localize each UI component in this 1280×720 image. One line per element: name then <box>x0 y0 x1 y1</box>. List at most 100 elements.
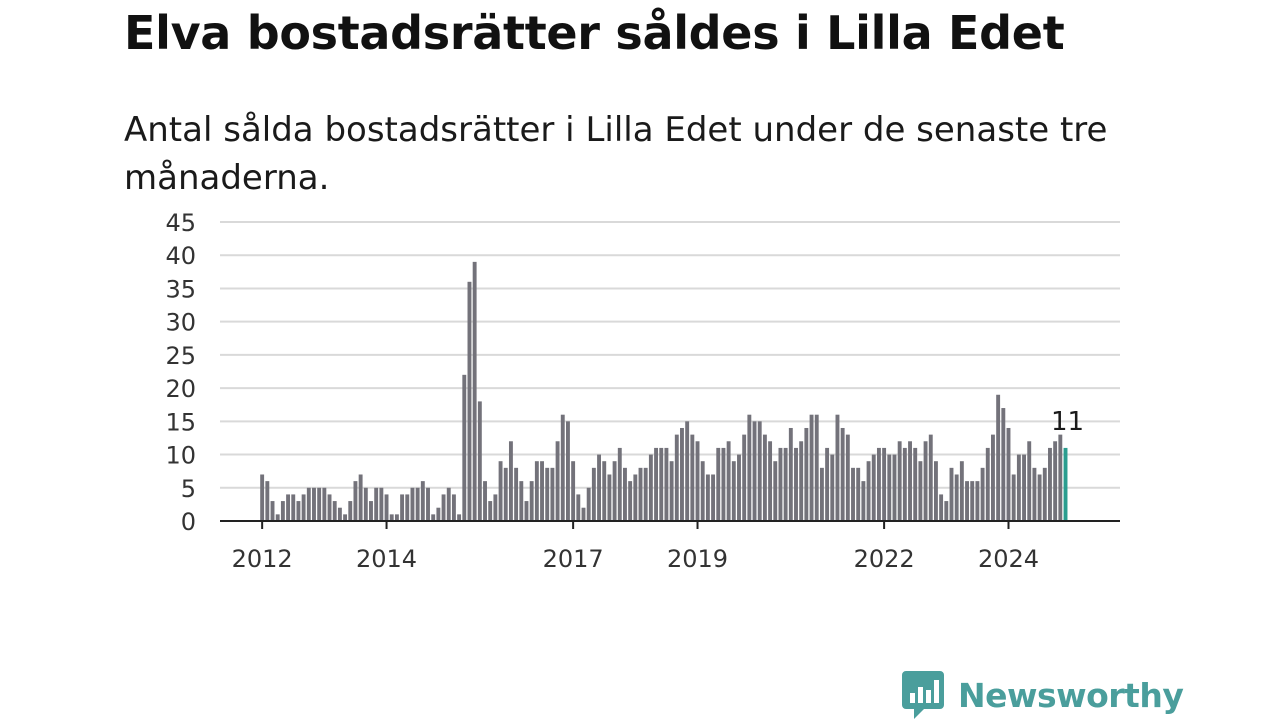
bar <box>902 447 907 521</box>
bar <box>737 454 741 521</box>
bar <box>814 414 819 521</box>
bar <box>809 414 814 521</box>
bar <box>1058 434 1063 521</box>
bar <box>363 487 368 521</box>
bar <box>591 467 596 521</box>
bar <box>923 441 928 521</box>
bar <box>394 514 399 521</box>
bar <box>488 501 493 521</box>
bar <box>571 461 576 521</box>
bar <box>348 501 353 521</box>
bar <box>840 427 845 521</box>
bar <box>835 414 840 521</box>
y-tick-label: 15 <box>165 408 196 436</box>
bar <box>270 501 275 521</box>
bar <box>830 454 835 521</box>
bar <box>664 447 669 521</box>
bar <box>1037 474 1042 521</box>
bar <box>939 494 944 521</box>
bar <box>576 494 581 521</box>
bar <box>384 494 389 521</box>
bar <box>851 467 855 521</box>
bar <box>804 427 809 521</box>
bar <box>861 481 866 521</box>
bar <box>353 481 358 521</box>
bar <box>711 474 716 521</box>
bar <box>586 487 591 521</box>
x-tick-label: 2014 <box>356 545 417 573</box>
x-tick-label: 2022 <box>854 545 915 573</box>
bar <box>991 434 995 521</box>
bar <box>871 454 876 521</box>
bar <box>876 447 881 521</box>
bar <box>773 461 778 521</box>
bar <box>446 487 451 521</box>
bar <box>695 441 700 521</box>
bar <box>933 461 938 521</box>
bar <box>747 414 752 521</box>
bar <box>524 501 529 521</box>
bar-latest <box>1063 447 1068 521</box>
chart-bars <box>260 261 1068 521</box>
y-tick-label: 25 <box>165 342 196 370</box>
bar <box>462 374 467 521</box>
bar <box>954 474 959 521</box>
bar <box>928 434 933 521</box>
bar <box>451 494 456 521</box>
bar <box>1048 447 1052 521</box>
bar <box>508 441 513 521</box>
bar <box>623 467 627 521</box>
bar <box>431 514 436 521</box>
bar <box>560 414 565 521</box>
bar <box>322 487 327 521</box>
bar <box>477 401 482 521</box>
bar <box>721 447 726 521</box>
y-tick-label: 40 <box>165 242 196 270</box>
bar <box>436 507 441 521</box>
bar <box>762 434 767 521</box>
bar <box>825 447 830 521</box>
y-tick-label: 20 <box>165 375 196 403</box>
bar <box>638 467 643 521</box>
y-tick-label: 35 <box>165 275 196 303</box>
bar <box>705 474 710 521</box>
bar <box>441 494 446 521</box>
bar <box>400 494 405 521</box>
bar <box>498 461 503 521</box>
bar <box>1001 408 1006 521</box>
bar <box>472 261 477 521</box>
bar <box>716 447 721 521</box>
y-tick-label: 5 <box>181 475 196 503</box>
bar <box>312 487 316 521</box>
bar <box>291 494 296 521</box>
bar <box>426 487 430 521</box>
bar <box>866 461 871 521</box>
y-axis-tick-labels: 0 5 10 15 20 25 30 35 40 45 <box>165 209 196 536</box>
bar <box>301 494 306 521</box>
chart-subtitle: Antal sålda bostadsrätter i Lilla Edet u… <box>124 110 1108 198</box>
bar <box>1022 454 1026 521</box>
bar <box>503 467 508 521</box>
x-tick-label: 2024 <box>978 545 1039 573</box>
bar <box>467 281 472 521</box>
bar <box>519 481 524 521</box>
bar <box>752 421 757 521</box>
newsworthy-logo-icon <box>902 671 944 719</box>
bar <box>788 427 793 521</box>
bar <box>374 487 379 521</box>
bar <box>1006 427 1011 521</box>
bar <box>607 474 612 521</box>
bar <box>545 467 550 521</box>
bar <box>768 441 773 521</box>
bar <box>602 461 607 521</box>
bar <box>529 481 534 521</box>
bar <box>949 467 954 521</box>
brand-name: Newsworthy <box>958 675 1184 715</box>
bar <box>897 441 902 521</box>
bar <box>343 514 348 521</box>
bar <box>628 481 633 521</box>
bar <box>778 447 783 521</box>
bar <box>296 501 301 521</box>
y-tick-label: 30 <box>165 309 196 337</box>
